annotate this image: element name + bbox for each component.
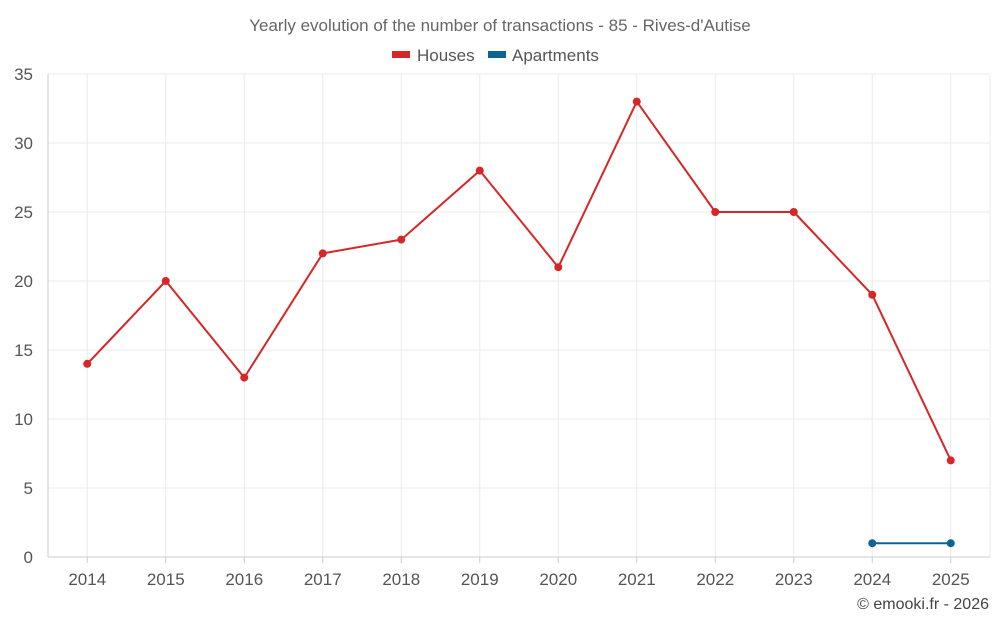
series: [83, 97, 955, 548]
y-axis-ticks: 0 5 10 15 20 25 30 35: [14, 65, 33, 567]
data-point-houses-2014[interactable]: [83, 359, 92, 368]
data-point-houses-2018[interactable]: [397, 235, 406, 244]
data-point-houses-2017[interactable]: [318, 249, 327, 258]
chart-title: Yearly evolution of the number of transa…: [249, 16, 751, 35]
x-tick-label: 2019: [461, 570, 499, 589]
x-tick-label: 2022: [696, 570, 734, 589]
grid: [48, 73, 991, 557]
legend-item-houses[interactable]: Houses: [392, 46, 475, 65]
x-tick-label: 2018: [382, 570, 420, 589]
y-tick-label: 25: [14, 203, 33, 222]
y-tick-label: 15: [14, 341, 33, 360]
y-tick-label: 20: [14, 272, 33, 291]
x-tick-label: 2025: [932, 570, 970, 589]
data-point-houses-2016[interactable]: [240, 373, 249, 382]
legend-label: Apartments: [512, 46, 599, 65]
legend-swatch: [488, 51, 506, 58]
x-axis-ticks: 2014 2015 2016 2017 2018 2019 2020 2021 2022 2023…: [68, 570, 969, 589]
y-tick-label: 10: [14, 410, 33, 429]
legend-label: Houses: [417, 46, 475, 65]
legend-swatch: [392, 51, 410, 58]
data-point-houses-2019[interactable]: [475, 166, 484, 175]
data-point-houses-2025[interactable]: [946, 456, 955, 465]
data-point-apartments-2025[interactable]: [946, 539, 955, 548]
axes: [47, 74, 990, 563]
series-line-houses: [86, 100, 952, 461]
y-tick-label: 5: [24, 479, 33, 498]
data-point-houses-2020[interactable]: [554, 263, 563, 272]
x-tick-label: 2023: [775, 570, 813, 589]
x-tick-label: 2021: [618, 570, 656, 589]
series-houses: [83, 97, 955, 465]
x-tick-label: 2014: [68, 570, 106, 589]
x-tick-label: 2016: [225, 570, 263, 589]
x-tick-label: 2024: [853, 570, 891, 589]
data-point-houses-2023[interactable]: [789, 208, 798, 216]
data-point-apartments-2024[interactable]: [868, 539, 877, 548]
data-point-houses-2021[interactable]: [632, 97, 641, 106]
x-tick-label: 2015: [147, 570, 185, 589]
data-point-houses-2024[interactable]: [868, 290, 877, 299]
y-tick-label: 30: [14, 134, 33, 153]
x-tick-label: 2020: [539, 570, 577, 589]
data-point-houses-2022[interactable]: [711, 208, 720, 216]
x-tick-label: 2017: [304, 570, 342, 589]
credit-text: © emooki.fr - 2026: [857, 596, 989, 613]
y-tick-label: 0: [24, 548, 33, 567]
series-apartments: [868, 539, 955, 548]
data-point-houses-2015[interactable]: [161, 277, 170, 285]
legend: Houses Apartments: [392, 46, 599, 65]
y-tick-label: 35: [14, 65, 33, 84]
legend-item-apartments[interactable]: Apartments: [488, 46, 599, 65]
